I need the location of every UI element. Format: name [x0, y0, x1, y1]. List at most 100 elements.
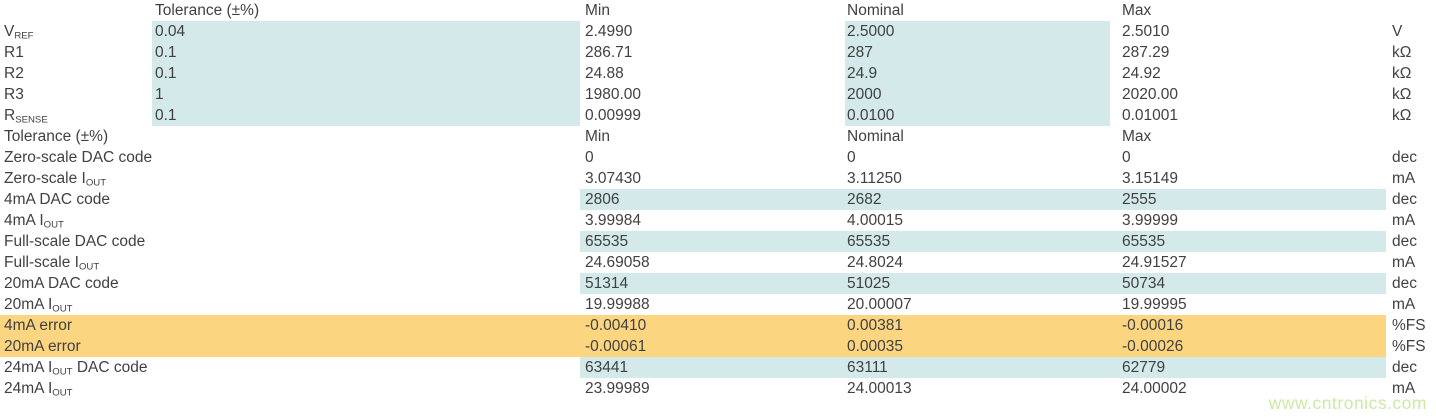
- cell-nominal: 2682: [845, 189, 1110, 210]
- cell-tolerance: 0.1: [152, 63, 580, 84]
- column-header-nominal: Nominal: [847, 128, 904, 145]
- cell-unit: kΩ: [1392, 44, 1412, 61]
- cell-min: -0.00061: [580, 336, 845, 357]
- column-header-min: Min: [585, 128, 610, 145]
- column-header-nominal: Nominal: [847, 2, 904, 19]
- cell-min: 19.99988: [585, 296, 650, 313]
- cell-max: 24.00002: [1122, 380, 1187, 397]
- column-header-unit: [1386, 126, 1436, 147]
- cell-min: 65535: [580, 231, 845, 252]
- table-row: VREF 0.04 2.4990 2.5000 2.5010 V: [0, 21, 1436, 42]
- column-header-label: Tolerance (±%): [4, 128, 109, 145]
- cell-tolerance: 0.04: [152, 21, 580, 42]
- cell-max: 24.92: [1122, 65, 1161, 82]
- cell-label: VREF: [4, 23, 34, 42]
- cell-max: 2020.00: [1122, 86, 1179, 103]
- column-header-unit: [1386, 0, 1436, 21]
- cell-min: 23.99989: [585, 380, 650, 397]
- cell-unit: dec: [1392, 233, 1417, 250]
- column-header-tolerance: [152, 126, 580, 147]
- cell-min: 2.4990: [585, 23, 633, 40]
- cell-nominal: 287: [845, 42, 1110, 63]
- cell-unit: %FS: [1392, 317, 1426, 334]
- cell-unit: V: [1392, 23, 1403, 40]
- column-header-min: Min: [585, 2, 610, 19]
- cell-label: 4mA error: [0, 315, 152, 336]
- cell-label: Zero-scale IOUT: [4, 170, 107, 189]
- table-row: 20mA IOUT 19.99988 20.00007 19.99995 mA: [0, 294, 1436, 315]
- cell-label: R1: [4, 44, 24, 61]
- cell-unit: kΩ: [1392, 107, 1412, 124]
- cell-max: 65535: [1110, 231, 1386, 252]
- cell-max: 0: [1122, 149, 1131, 166]
- cell-max: 287.29: [1122, 44, 1170, 61]
- table-row: 24mA IOUT DAC code 63441 63111 62779 dec: [0, 357, 1436, 378]
- cell-label: 20mA IOUT: [4, 296, 73, 315]
- cell-max: 50734: [1110, 273, 1386, 294]
- cell-nominal: 2.5000: [845, 21, 1110, 42]
- cell-nominal: 0.00035: [845, 336, 1110, 357]
- cell-label: Full-scale DAC code: [4, 233, 146, 250]
- tolerance-analysis-table: Tolerance (±%) Min Nominal Max VREF 0.04 2.499…: [0, 0, 1436, 399]
- cell-nominal: 24.00013: [847, 380, 912, 397]
- cell-tolerance: 0.1: [152, 105, 580, 126]
- cell-nominal: 65535: [845, 231, 1110, 252]
- cell-tolerance: [152, 252, 580, 273]
- cell-min: 3.07430: [585, 170, 642, 187]
- cell-label: RSENSE: [4, 107, 48, 126]
- cell-min: 1980.00: [585, 86, 642, 103]
- cell-min: 3.99984: [585, 212, 642, 229]
- cell-min: -0.00410: [580, 315, 845, 336]
- cell-unit: mA: [1392, 296, 1416, 313]
- cell-min: 24.69058: [585, 254, 650, 271]
- table-header-row: Tolerance (±%) Min Nominal Max: [0, 0, 1436, 21]
- cell-unit: mA: [1392, 254, 1416, 271]
- cell-label: Full-scale IOUT: [4, 254, 100, 273]
- cell-label: Zero-scale DAC code: [4, 149, 153, 166]
- cell-nominal: 0.00381: [845, 315, 1110, 336]
- cell-max: 24.91527: [1122, 254, 1187, 271]
- cell-label: 20mA error: [0, 336, 152, 357]
- cell-tolerance: [152, 378, 580, 399]
- table-row: 4mA IOUT 3.99984 4.00015 3.99999 mA: [0, 210, 1436, 231]
- cell-max: 19.99995: [1122, 296, 1187, 313]
- cell-min: 0: [585, 149, 594, 166]
- column-header-label: [0, 0, 152, 21]
- table-row: RSENSE 0.1 0.00999 0.0100 0.01001 kΩ: [0, 105, 1436, 126]
- cell-tolerance: [152, 168, 580, 189]
- table-row: R3 1 1980.00 2000 2020.00 kΩ: [0, 84, 1436, 105]
- cell-label: 20mA DAC code: [4, 275, 119, 292]
- table-row: Full-scale DAC code 65535 65535 65535 dec: [0, 231, 1436, 252]
- cell-tolerance: 0.1: [152, 42, 580, 63]
- cell-min: 286.71: [585, 44, 633, 61]
- cell-min: 63441: [580, 357, 845, 378]
- cell-min: 2806: [580, 189, 845, 210]
- cell-tolerance: 1: [152, 84, 580, 105]
- cell-max: 2.5010: [1122, 23, 1170, 40]
- cell-tolerance: [152, 189, 580, 210]
- cell-max: -0.00026: [1110, 336, 1386, 357]
- cell-nominal: 0.0100: [845, 105, 1110, 126]
- cell-label: R2: [4, 65, 24, 82]
- table-row: Zero-scale DAC code 0 0 0 dec: [0, 147, 1436, 168]
- cell-unit: mA: [1392, 212, 1416, 229]
- cell-tolerance: [152, 357, 580, 378]
- cell-max: 3.15149: [1122, 170, 1179, 187]
- cell-unit: kΩ: [1392, 86, 1412, 103]
- cell-tolerance: [152, 231, 580, 252]
- table-row: 20mA DAC code 51314 51025 50734 dec: [0, 273, 1436, 294]
- cell-nominal: 4.00015: [847, 212, 904, 229]
- cell-nominal: 2000: [845, 84, 1110, 105]
- table-row: R1 0.1 286.71 287 287.29 kΩ: [0, 42, 1436, 63]
- cell-nominal: 0: [847, 149, 856, 166]
- cell-min: 24.88: [585, 65, 624, 82]
- cell-label: 4mA DAC code: [4, 191, 110, 208]
- cell-tolerance: [152, 273, 580, 294]
- table-row: Zero-scale IOUT 3.07430 3.11250 3.15149 mA: [0, 168, 1436, 189]
- cell-unit: dec: [1392, 359, 1417, 376]
- cell-max: -0.00016: [1110, 315, 1386, 336]
- cell-unit: mA: [1392, 380, 1416, 397]
- cell-unit: dec: [1392, 191, 1417, 208]
- cell-max: 3.99999: [1122, 212, 1179, 229]
